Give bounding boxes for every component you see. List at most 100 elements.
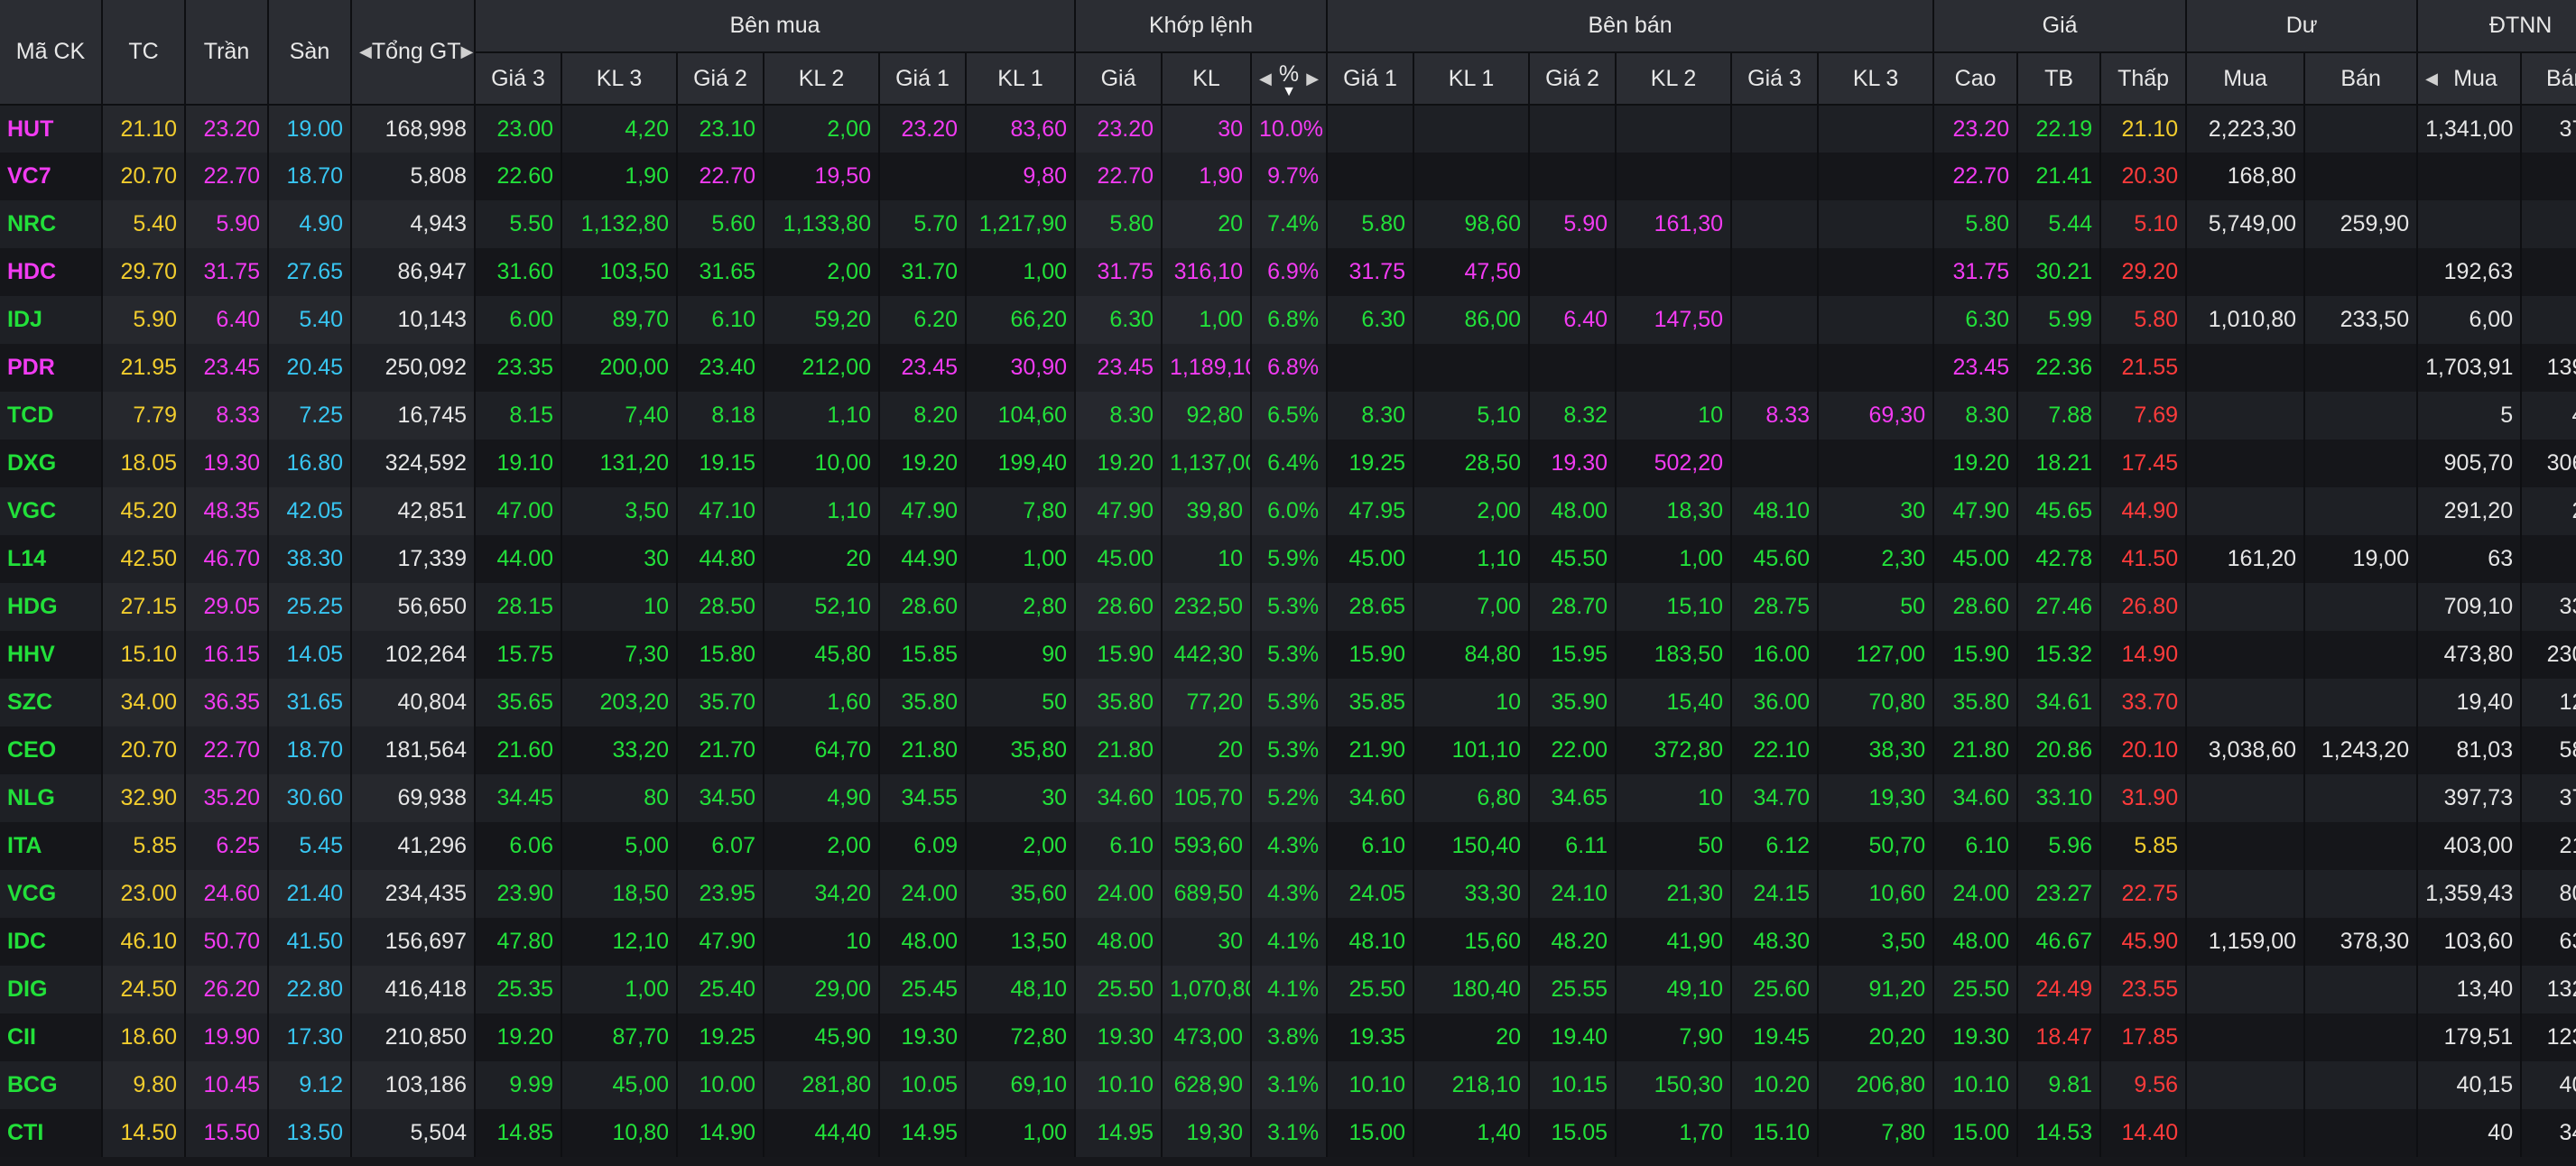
col-header-buy-price-2[interactable]: Giá 2 bbox=[677, 52, 764, 106]
table-row[interactable]: HHV 15.10 16.15 14.05 102,264 15.75 7,30 15.80 4… bbox=[0, 631, 2576, 679]
foreign-buy-cell: 13,40 bbox=[2417, 966, 2523, 1013]
symbol-cell[interactable]: HDC bbox=[0, 248, 103, 296]
buy-vol-3-cell: 3,50 bbox=[561, 487, 678, 535]
table-row[interactable]: VCG 23.00 24.60 21.40 234,435 23.90 18,50 23.95… bbox=[0, 870, 2576, 918]
sell-price-1-cell: 24.05 bbox=[1327, 870, 1415, 918]
buy-price-2-cell: 21.70 bbox=[677, 726, 764, 774]
symbol-cell[interactable]: DXG bbox=[0, 440, 103, 487]
table-row[interactable]: CEO 20.70 22.70 18.70 181,564 21.60 33,20 21.70… bbox=[0, 726, 2576, 774]
match-price-cell: 8.30 bbox=[1075, 392, 1163, 440]
floor-price-cell: 31.65 bbox=[268, 679, 352, 726]
table-row[interactable]: ITA 5.85 6.25 5.45 41,296 6.06 5,00 6.07 2,00 6.0… bbox=[0, 822, 2576, 870]
col-header-average[interactable]: TB bbox=[2017, 52, 2102, 106]
table-row[interactable]: CTI 14.50 15.50 13.50 5,504 14.85 10,80 14.90 44… bbox=[0, 1109, 2576, 1157]
symbol-cell[interactable]: VGC bbox=[0, 487, 103, 535]
sell-price-3-cell: 36.00 bbox=[1731, 679, 1820, 726]
table-row[interactable]: HUT 21.10 23.20 19.00 168,998 23.00 4,20 23.10 2… bbox=[0, 105, 2576, 153]
symbol-cell[interactable]: IDC bbox=[0, 918, 103, 966]
col-header-high[interactable]: Cao bbox=[1933, 52, 2019, 106]
symbol-cell[interactable]: DIG bbox=[0, 966, 103, 1013]
symbol-cell[interactable]: HDG bbox=[0, 583, 103, 631]
col-header-sell-vol-3[interactable]: KL 3 bbox=[1818, 52, 1935, 106]
sell-price-3-cell: 34.70 bbox=[1731, 774, 1820, 822]
col-header-buy-price-3[interactable]: Giá 3 bbox=[475, 52, 562, 106]
symbol-cell[interactable]: VC7 bbox=[0, 153, 103, 200]
table-row[interactable]: CII 18.60 19.90 17.30 210,850 19.20 87,70 19.25… bbox=[0, 1013, 2576, 1061]
sell-vol-2-cell: 10 bbox=[1616, 774, 1733, 822]
col-header-ref[interactable]: TC bbox=[102, 0, 186, 106]
col-header-ceiling[interactable]: Trần bbox=[185, 0, 269, 106]
table-row[interactable]: PDR 21.95 23.45 20.45 250,092 23.35 200,00 23.4… bbox=[0, 344, 2576, 392]
table-row[interactable]: L14 42.50 46.70 38.30 17,339 44.00 30 44.80 20 44… bbox=[0, 535, 2576, 583]
col-header-remain-buy[interactable]: Mua bbox=[2186, 52, 2306, 106]
symbol-cell[interactable]: BCG bbox=[0, 1061, 103, 1109]
symbol-cell[interactable]: CTI bbox=[0, 1109, 103, 1157]
symbol-cell[interactable]: PDR bbox=[0, 344, 103, 392]
total-value-cell: 102,264 bbox=[351, 631, 476, 679]
low-price-cell: 29.20 bbox=[2100, 248, 2188, 296]
table-row[interactable]: TCD 7.79 8.33 7.25 16,745 8.15 7,40 8.18 1,10 8.2… bbox=[0, 392, 2576, 440]
buy-vol-1-cell: 1,00 bbox=[966, 1109, 1077, 1157]
symbol-cell[interactable]: CEO bbox=[0, 726, 103, 774]
symbol-cell[interactable]: CII bbox=[0, 1013, 103, 1061]
toggle-right-icon[interactable]: ▶ bbox=[1306, 69, 1320, 88]
sell-vol-2-cell: 372,80 bbox=[1616, 726, 1733, 774]
match-vol-cell: 20 bbox=[1162, 726, 1253, 774]
col-header-buy-vol-2[interactable]: KL 2 bbox=[764, 52, 880, 106]
col-header-total-value[interactable]: ◀ Tổng GT ▶ bbox=[351, 0, 476, 106]
col-header-foreign-buy[interactable]: ◀ Mua bbox=[2417, 52, 2523, 106]
col-header-buy-vol-3[interactable]: KL 3 bbox=[561, 52, 678, 106]
remain-sell-cell: 378,30 bbox=[2304, 918, 2419, 966]
ref-price-cell: 20.70 bbox=[102, 153, 186, 200]
table-row[interactable]: BCG 9.80 10.45 9.12 103,186 9.99 45,00 10.00 281… bbox=[0, 1061, 2576, 1109]
table-row[interactable]: HDC 29.70 31.75 27.65 86,947 31.60 103,50 31.65… bbox=[0, 248, 2576, 296]
match-price-cell: 23.20 bbox=[1075, 105, 1163, 153]
symbol-cell[interactable]: TCD bbox=[0, 392, 103, 440]
col-header-match-vol[interactable]: KL bbox=[1162, 52, 1253, 106]
symbol-cell[interactable]: IDJ bbox=[0, 296, 103, 344]
col-header-sell-vol-1[interactable]: KL 1 bbox=[1413, 52, 1531, 106]
col-header-sell-vol-2[interactable]: KL 2 bbox=[1616, 52, 1733, 106]
table-row[interactable]: SZC 34.00 36.35 31.65 40,804 35.65 203,20 35.70… bbox=[0, 679, 2576, 726]
col-header-match-price[interactable]: Giá bbox=[1075, 52, 1163, 106]
table-row[interactable]: VC7 20.70 22.70 18.70 5,808 22.60 1,90 22.70 19,… bbox=[0, 153, 2576, 200]
match-vol-cell: 30 bbox=[1162, 105, 1253, 153]
ref-price-cell: 7.79 bbox=[102, 392, 186, 440]
symbol-cell[interactable]: SZC bbox=[0, 679, 103, 726]
table-row[interactable]: DXG 18.05 19.30 16.80 324,592 19.10 131,20 19.1… bbox=[0, 440, 2576, 487]
sell-vol-1-cell bbox=[1413, 153, 1531, 200]
foreign-left-icon[interactable]: ◀ bbox=[2425, 69, 2438, 88]
symbol-cell[interactable]: L14 bbox=[0, 535, 103, 583]
scroll-left-icon[interactable]: ◀ bbox=[359, 42, 372, 60]
col-header-buy-vol-1[interactable]: KL 1 bbox=[966, 52, 1077, 106]
symbol-cell[interactable]: HUT bbox=[0, 105, 103, 153]
table-row[interactable]: NLG 32.90 35.20 30.60 69,938 34.45 80 34.50 4,90… bbox=[0, 774, 2576, 822]
symbol-cell[interactable]: HHV bbox=[0, 631, 103, 679]
match-price-cell: 45.00 bbox=[1075, 535, 1163, 583]
table-row[interactable]: HDG 27.15 29.05 25.25 56,650 28.15 10 28.50 52,1… bbox=[0, 583, 2576, 631]
symbol-cell[interactable]: NRC bbox=[0, 200, 103, 248]
table-row[interactable]: IDC 46.10 50.70 41.50 156,697 47.80 12,10 47.90… bbox=[0, 918, 2576, 966]
symbol-cell[interactable]: ITA bbox=[0, 822, 103, 870]
col-header-buy-price-1[interactable]: Giá 1 bbox=[879, 52, 967, 106]
sort-desc-icon[interactable]: ▼ bbox=[1282, 83, 1296, 99]
table-row[interactable]: DIG 24.50 26.20 22.80 416,418 25.35 1,00 25.40 2… bbox=[0, 966, 2576, 1013]
symbol-cell[interactable]: VCG bbox=[0, 870, 103, 918]
sell-vol-3-cell bbox=[1818, 153, 1935, 200]
col-header-sell-price-1[interactable]: Giá 1 bbox=[1327, 52, 1415, 106]
col-header-match-change[interactable]: ◀ % ▼ ▶ bbox=[1251, 52, 1329, 106]
table-row[interactable]: IDJ 5.90 6.40 5.40 10,143 6.00 89,70 6.10 59,20 6… bbox=[0, 296, 2576, 344]
col-header-low[interactable]: Thấp bbox=[2100, 52, 2188, 106]
col-header-foreign-sell[interactable]: Bán ▶ bbox=[2521, 52, 2576, 106]
col-header-sell-price-2[interactable]: Giá 2 bbox=[1529, 52, 1617, 106]
col-header-sell-price-3[interactable]: Giá 3 bbox=[1731, 52, 1820, 106]
toggle-left-icon[interactable]: ◀ bbox=[1259, 69, 1272, 88]
col-header-floor[interactable]: Sàn bbox=[268, 0, 352, 106]
table-row[interactable]: VGC 45.20 48.35 42.05 42,851 47.00 3,50 47.10 1,… bbox=[0, 487, 2576, 535]
table-row[interactable]: NRC 5.40 5.90 4.90 4,943 5.50 1,132,80 5.60 1,13… bbox=[0, 200, 2576, 248]
col-header-remain-sell[interactable]: Bán bbox=[2304, 52, 2419, 106]
scroll-right-icon[interactable]: ▶ bbox=[460, 42, 474, 60]
symbol-cell[interactable]: NLG bbox=[0, 774, 103, 822]
col-header-symbol[interactable]: Mã CK bbox=[0, 0, 103, 106]
high-price-cell: 35.80 bbox=[1933, 679, 2019, 726]
